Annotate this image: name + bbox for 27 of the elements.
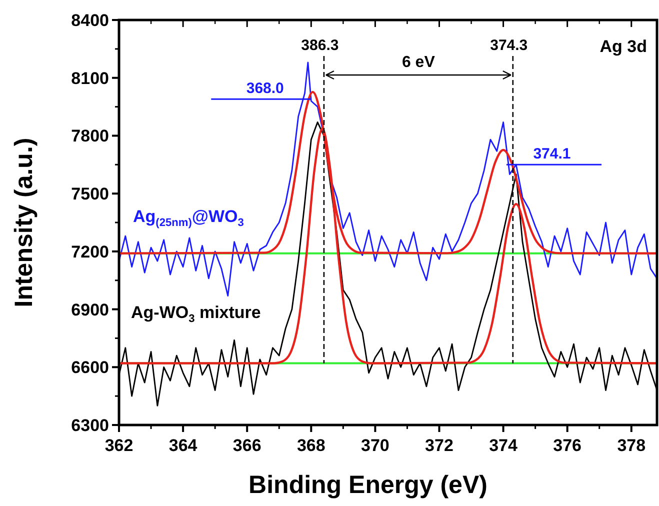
x-axis-title: Binding Energy (eV) xyxy=(248,471,488,499)
series-label: Ag-WO$_{3}$ mixture xyxy=(131,303,261,325)
annotation: 6 eV xyxy=(402,54,436,71)
series-label: Ag$_{(25nm)}$@WO$_{3}$ xyxy=(133,207,244,229)
y-tick-label: 7500 xyxy=(71,184,109,204)
y-tick-label: 7800 xyxy=(71,126,109,146)
x-tick-label: 362 xyxy=(104,436,134,455)
x-tick-label: 368 xyxy=(296,436,326,455)
annotation: Ag 3d xyxy=(600,37,647,56)
x-tick-label: 376 xyxy=(553,436,582,455)
x-tick-label: 364 xyxy=(168,436,198,455)
x-tick-label: 378 xyxy=(617,436,646,455)
y-tick-label: 8100 xyxy=(71,68,109,88)
x-tick-label: 366 xyxy=(232,436,262,455)
x-tick-label: 374 xyxy=(489,436,518,455)
annotation: 386.3 xyxy=(301,37,339,54)
y-tick-label: 7200 xyxy=(71,242,109,262)
y-tick-label: 6300 xyxy=(71,416,109,435)
x-tick-label: 370 xyxy=(361,436,390,455)
y-tick-label: 6900 xyxy=(71,300,109,320)
annotation: 374.1 xyxy=(533,146,571,163)
y-tick-label: 6600 xyxy=(71,358,109,378)
x-tick-label: 372 xyxy=(425,436,454,455)
y-tick-label: 8400 xyxy=(71,11,109,30)
annotation: 368.0 xyxy=(246,80,284,98)
y-axis-title: Intensity (a.u.) xyxy=(10,138,38,308)
ref-line-label: 374.3 xyxy=(490,37,528,54)
